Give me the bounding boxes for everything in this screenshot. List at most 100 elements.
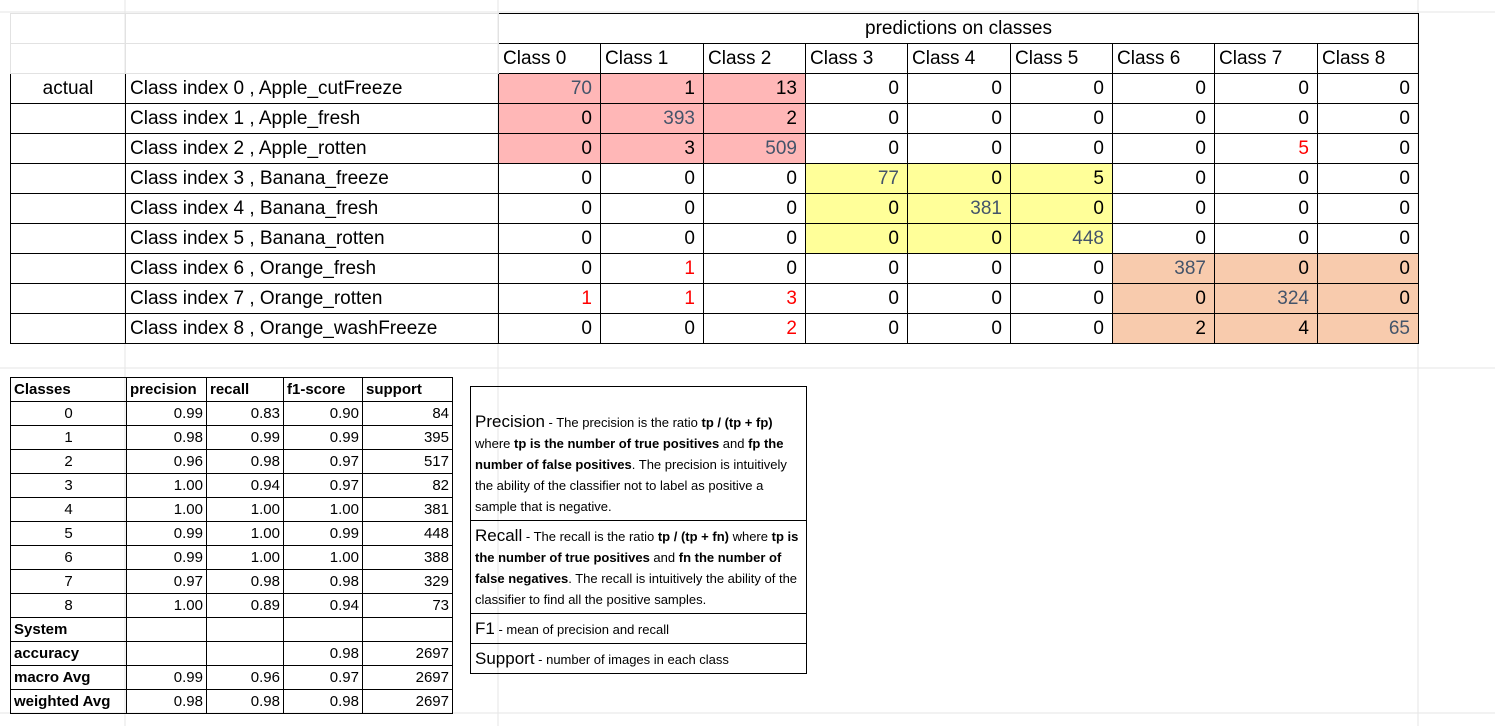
- matrix-cell: 324: [1214, 283, 1318, 314]
- class-id: 6: [10, 545, 127, 570]
- precision-value: 0.97: [126, 569, 207, 594]
- f1-value: 0.99: [283, 521, 363, 546]
- matrix-cell: 2: [703, 313, 806, 344]
- support-value: 2697: [362, 689, 453, 714]
- definition-term: Recall: [475, 526, 523, 545]
- metrics-row: 7 0.97 0.98 0.98 329: [10, 569, 453, 594]
- matrix-cell: 0: [907, 103, 1011, 134]
- support-value: 2697: [362, 641, 453, 666]
- matrix-cell: 0: [1317, 253, 1419, 284]
- column-header: Class 8: [1317, 43, 1419, 74]
- column-header: Class 5: [1010, 43, 1113, 74]
- definition-bold: fn the number of false negatives: [475, 550, 782, 586]
- matrix-cell: 0: [907, 73, 1011, 104]
- class-id: 4: [10, 497, 127, 522]
- matrix-cell: 4: [1214, 313, 1318, 344]
- matrix-cell: 0: [1010, 193, 1113, 224]
- recall-value: 1.00: [206, 497, 284, 522]
- empty-cell: [10, 133, 126, 164]
- precision-value: 0.96: [126, 449, 207, 474]
- metrics-table: Classes precision recall f1-score suppor…: [10, 377, 453, 714]
- metrics-header: Classes: [10, 377, 127, 402]
- matrix-cell: 0: [498, 133, 601, 164]
- precision-definition: Precision - The precision is the ratio t…: [471, 387, 806, 521]
- matrix-cell: 0: [805, 133, 908, 164]
- matrix-cell: 0: [1112, 223, 1215, 254]
- class-id: 2: [10, 449, 127, 474]
- metrics-header: support: [362, 377, 453, 402]
- definitions-box: Precision - The precision is the ratio t…: [470, 386, 807, 674]
- recall-value: 0.89: [206, 593, 284, 618]
- matrix-cell: 3: [703, 283, 806, 314]
- definition-text: - The precision is the ratio: [544, 415, 702, 430]
- matrix-cell: 65: [1317, 313, 1419, 344]
- support-value: 329: [362, 569, 453, 594]
- empty-cell: [10, 193, 126, 224]
- matrix-cell: 0: [498, 193, 601, 224]
- support-value: 448: [362, 521, 453, 546]
- recall-value: 0.98: [206, 689, 284, 714]
- definition-term: F1: [475, 619, 495, 638]
- empty-cell: [283, 617, 363, 642]
- class-id: 7: [10, 569, 127, 594]
- matrix-cell: 70: [498, 73, 601, 104]
- matrix-row: Class index 7 , Orange_rotten 1 1 3 0 0 …: [10, 283, 1419, 314]
- definition-bold: tp is the number of true positives: [514, 436, 720, 451]
- matrix-cell: 0: [1112, 103, 1215, 134]
- matrix-cell: 0: [1214, 223, 1318, 254]
- class-id: 3: [10, 473, 127, 498]
- f1-value: 0.98: [283, 569, 363, 594]
- matrix-row: Class index 6 , Orange_fresh 0 1 0 0 0 0…: [10, 253, 1419, 284]
- matrix-cell: 0: [1112, 163, 1215, 194]
- matrix-cell: 0: [1010, 253, 1113, 284]
- system-row: System: [10, 617, 453, 642]
- matrix-cell: 0: [1010, 73, 1113, 104]
- f1-value: 0.97: [283, 449, 363, 474]
- definition-bold: tp is the number of true positives: [475, 529, 799, 565]
- empty-cell: [10, 313, 126, 344]
- empty-cell: [10, 283, 126, 314]
- f1-value: 0.97: [283, 665, 363, 690]
- recall-value: [206, 641, 284, 666]
- matrix-cell: 0: [1214, 103, 1318, 134]
- f1-value: 0.99: [283, 425, 363, 450]
- support-value: 395: [362, 425, 453, 450]
- matrix-cell: 0: [1214, 253, 1318, 284]
- empty-cell: [362, 617, 453, 642]
- empty-cell: [125, 13, 499, 44]
- matrix-cell: 0: [1112, 193, 1215, 224]
- recall-value: 1.00: [206, 545, 284, 570]
- matrix-cell: 5: [1010, 163, 1113, 194]
- column-header: Class 0: [498, 43, 601, 74]
- matrix-row: Class index 4 , Banana_fresh 0 0 0 0 381…: [10, 193, 1419, 224]
- column-header: Class 6: [1112, 43, 1215, 74]
- matrix-cell: 0: [805, 223, 908, 254]
- matrix-cell: 1: [600, 73, 704, 104]
- matrix-cell: 1: [498, 283, 601, 314]
- matrix-cell: 0: [703, 223, 806, 254]
- matrix-cell: 0: [498, 103, 601, 134]
- matrix-cell: 0: [805, 283, 908, 314]
- column-header: Class 4: [907, 43, 1011, 74]
- class-id: 8: [10, 593, 127, 618]
- empty-cell: [10, 163, 126, 194]
- matrix-cell: 0: [907, 283, 1011, 314]
- matrix-cell: 0: [907, 133, 1011, 164]
- confusion-matrix: predictions on classes Class 0 Class 1 C…: [10, 13, 1419, 344]
- matrix-row: Class index 8 , Orange_washFreeze 0 0 2 …: [10, 313, 1419, 344]
- summary-row: accuracy 0.98 2697: [10, 641, 453, 666]
- definition-term: Support: [475, 649, 535, 668]
- actual-label: actual: [10, 73, 126, 104]
- definition-bold: tp / (tp + fn): [657, 529, 729, 544]
- matrix-cell: 0: [498, 163, 601, 194]
- recall-value: 0.96: [206, 665, 284, 690]
- metrics-row: 5 0.99 1.00 0.99 448: [10, 521, 453, 546]
- column-header: Class 7: [1214, 43, 1318, 74]
- recall-value: 0.99: [206, 425, 284, 450]
- precision-value: 1.00: [126, 473, 207, 498]
- empty-cell: [126, 617, 207, 642]
- recall-definition: Recall - The recall is the ratio tp / (t…: [471, 521, 806, 614]
- metrics-row: 2 0.96 0.98 0.97 517: [10, 449, 453, 474]
- support-value: 82: [362, 473, 453, 498]
- matrix-cell: 0: [805, 313, 908, 344]
